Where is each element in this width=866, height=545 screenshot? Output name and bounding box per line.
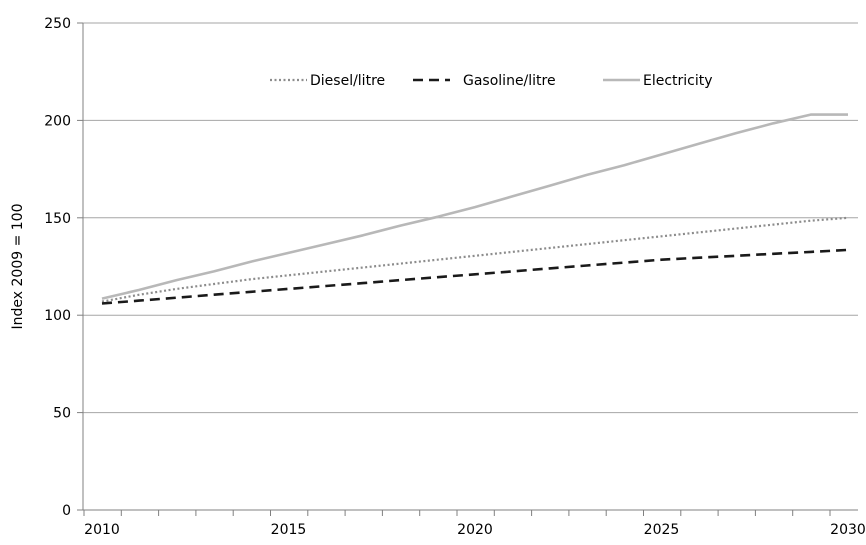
series-line-diesel-litre xyxy=(101,216,849,303)
y-tick-label: 50 xyxy=(53,406,71,422)
y-tick-label: 150 xyxy=(44,211,71,227)
y-tick-label: 0 xyxy=(62,503,71,519)
x-ticks: 2010 2015 2020 2025 2030 xyxy=(83,510,866,538)
series-line-gasoline-litre xyxy=(101,248,849,305)
legend-label: Diesel/litre xyxy=(310,73,385,89)
x-tick-label: 2025 xyxy=(644,522,680,538)
y-ticks: 0 50 100 150 200 250 xyxy=(44,16,83,519)
legend-label: Electricity xyxy=(643,73,713,89)
series-line-electricity xyxy=(101,113,848,300)
series-lines xyxy=(101,113,849,305)
legend-label: Gasoline/litre xyxy=(463,73,556,89)
y-tick-label: 100 xyxy=(44,308,71,324)
x-tick-label: 2020 xyxy=(457,522,493,538)
x-tick-label: 2015 xyxy=(271,522,307,538)
legend: Diesel/litre Gasoline/litre Electricity xyxy=(270,73,713,89)
gridlines xyxy=(83,22,858,414)
x-tick-label: 2010 xyxy=(84,522,120,538)
y-tick-label: 200 xyxy=(44,113,71,129)
axes xyxy=(82,23,858,511)
y-tick-label: 250 xyxy=(44,16,71,32)
x-tick-label: 2030 xyxy=(830,522,866,538)
y-axis-title: Index 2009 = 100 xyxy=(10,204,26,330)
